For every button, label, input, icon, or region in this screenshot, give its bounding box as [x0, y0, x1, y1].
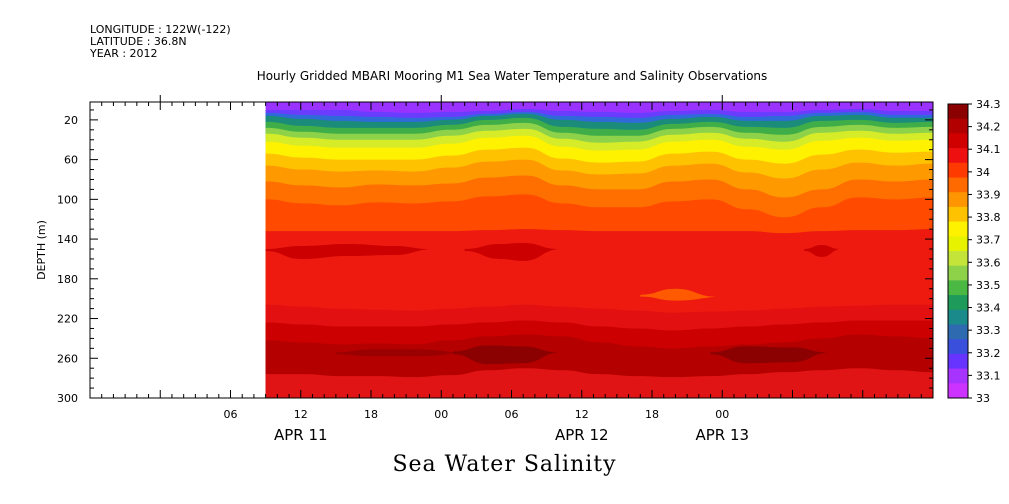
- contour-band-16: [265, 368, 933, 398]
- bottom-title: Sea Water Salinity: [392, 452, 617, 477]
- metadata-block: LONGITUDE : 122W(-122) LATITUDE : 36.8N …: [90, 24, 231, 60]
- axes: 20 60 100 140 180 220 260 300 06 12 18 00 06 12 18 00 AP…: [57, 95, 934, 444]
- colorbar-label: 33.3: [976, 324, 1001, 337]
- x-tick-label: 12: [575, 408, 589, 421]
- contour-patch-1: [452, 345, 559, 365]
- colorbar-swatch: [948, 236, 968, 252]
- colorbar-swatch: [948, 265, 968, 281]
- longitude-label: LONGITUDE : 122W(-122): [90, 23, 231, 36]
- y-tick-label: 20: [64, 114, 78, 127]
- colorbar-label: 34: [976, 166, 990, 179]
- colorbar-swatch: [948, 353, 968, 370]
- colorbar-label: 33.1: [976, 369, 1001, 382]
- contour-patch-2: [710, 346, 828, 364]
- y-tick-label: 300: [57, 392, 78, 405]
- colorbar-label: 33.4: [976, 302, 1001, 315]
- colorbar-swatch: [948, 162, 968, 178]
- colorbar-swatch: [948, 118, 968, 134]
- y-tick-label: 60: [64, 154, 78, 167]
- colorbar-swatch: [948, 206, 968, 223]
- contour-patch-6: [640, 288, 717, 301]
- colorbar-label: 34.3: [976, 98, 1001, 111]
- colorbar-swatch: [948, 133, 968, 149]
- x-tick-label: 12: [294, 408, 308, 421]
- x-tick-label: 06: [505, 408, 519, 421]
- colorbar-swatch: [948, 339, 968, 355]
- colorbar-label: 33.8: [976, 211, 1001, 224]
- colorbar-swatch: [948, 177, 968, 193]
- colorbar-swatch: [948, 104, 968, 120]
- colorbar-swatch: [948, 251, 968, 267]
- plot-area: [90, 102, 933, 398]
- y-tick-label: 180: [57, 273, 78, 286]
- colorbar-label: 34.2: [976, 121, 1001, 134]
- contour-patch-5: [804, 245, 840, 257]
- y-tick-label: 220: [57, 313, 78, 326]
- colorbar-swatch: [948, 148, 968, 164]
- contour-patch-4: [464, 243, 559, 261]
- x-tick-label: 06: [224, 408, 238, 421]
- colorbar-swatch: [948, 280, 968, 296]
- colorbar-swatch: [948, 192, 968, 208]
- x-tick-label: 18: [645, 408, 659, 421]
- colorbar: 34.3 34.2 34.1 34 33.9 33.8 33.7 33.6 33.5 33.4 33…: [947, 98, 1001, 405]
- x-date-label: APR 12: [555, 426, 609, 444]
- x-tick-label: 00: [715, 408, 729, 421]
- latitude-label: LATITUDE : 36.8N: [90, 35, 187, 48]
- colorbar-label: 33: [976, 392, 990, 405]
- contour-patch-3: [265, 244, 430, 259]
- x-tick-label: 18: [364, 408, 378, 421]
- colorbar-label: 33.9: [976, 188, 1001, 201]
- x-date-label: APR 13: [695, 426, 749, 444]
- contour-patch-0: [335, 349, 465, 357]
- colorbar-swatch: [948, 221, 968, 237]
- x-date-label: APR 11: [274, 426, 328, 444]
- y-axis-label: DEPTH (m): [35, 220, 48, 280]
- colorbar-swatch: [948, 383, 968, 399]
- colorbar-swatch: [948, 309, 968, 325]
- colorbar-label: 33.7: [976, 234, 1001, 247]
- y-tick-label: 260: [57, 352, 78, 365]
- colorbar-label: 33.6: [976, 256, 1001, 269]
- colorbar-label: 33.2: [976, 347, 1001, 360]
- no-data-region: [90, 102, 266, 398]
- colorbar-frame: [947, 103, 969, 399]
- chart-title: Hourly Gridded MBARI Mooring M1 Sea Wate…: [257, 69, 768, 83]
- colorbar-label: 34.1: [976, 143, 1001, 156]
- colorbar-swatch: [948, 295, 968, 311]
- colorbar-swatch: [948, 368, 968, 384]
- year-label: YEAR : 2012: [90, 47, 158, 60]
- colorbar-swatch: [948, 324, 968, 340]
- colorbar-label: 33.5: [976, 279, 1001, 292]
- x-tick-label: 00: [434, 408, 448, 421]
- y-tick-label: 140: [57, 233, 78, 246]
- y-tick-label: 100: [57, 193, 78, 206]
